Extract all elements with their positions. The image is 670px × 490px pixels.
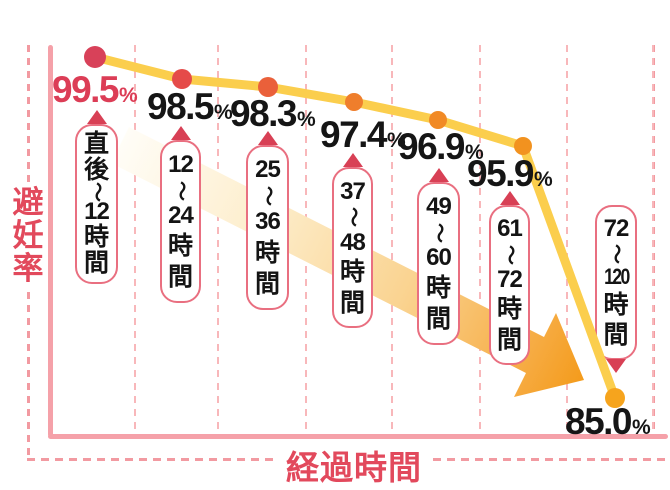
data-point-dot <box>514 137 532 155</box>
time-range-text: 48 <box>340 228 366 256</box>
data-point-dot <box>429 111 447 129</box>
time-range-text: 間 <box>496 325 522 354</box>
time-range-text: 後 <box>83 155 109 184</box>
percentage-label: 95.9% <box>467 155 553 192</box>
percentage-value: 98.3 <box>230 93 298 134</box>
percentage-value: 95.9 <box>467 153 535 194</box>
percentage-value: 96.9 <box>398 126 466 167</box>
gridline <box>566 45 568 437</box>
time-range-pill: 72 ～ 120 時間 <box>595 205 637 360</box>
time-range-text: 60 <box>426 244 452 272</box>
time-range-text: 時 <box>83 223 109 252</box>
time-range-text: 72 <box>497 265 523 293</box>
percent-sign: % <box>632 416 651 439</box>
percentage-label: 99.5% <box>52 71 138 108</box>
time-range-text: 時 <box>167 232 193 261</box>
gridline <box>652 45 654 437</box>
percentage-label: 96.9% <box>398 128 484 165</box>
time-range-text: 37 <box>340 177 366 205</box>
time-range-text: 間 <box>425 305 451 334</box>
time-range-text: 時 <box>603 291 629 320</box>
data-point-dot <box>172 69 192 89</box>
time-range-text: 72 <box>603 214 630 242</box>
time-range-text: 時 <box>496 295 522 324</box>
time-range-text: 間 <box>603 321 629 350</box>
percentage-value: 85.0 <box>565 401 633 442</box>
percent-sign: % <box>387 129 406 152</box>
percent-sign: % <box>214 101 233 124</box>
time-range-pill: 37 ～ 48 時間 <box>332 167 373 328</box>
x-axis-line <box>48 434 668 439</box>
pointer-triangle-up <box>428 168 449 182</box>
pointer-triangle-up <box>342 153 363 167</box>
time-range-pill: 25 ～ 36 時間 <box>246 145 289 310</box>
time-range-text: 12 <box>168 150 194 178</box>
percentage-value: 97.4 <box>320 114 388 155</box>
time-range-text: 間 <box>339 288 365 317</box>
data-point-dot <box>345 93 363 111</box>
time-range-text: 時 <box>339 258 365 286</box>
time-range-text: 49 <box>426 192 452 220</box>
gridline <box>391 45 393 437</box>
time-range-text: 36 <box>255 208 281 236</box>
time-range-text: 間 <box>167 263 193 292</box>
time-range-text: 120 <box>603 264 630 290</box>
percentage-label: 98.3% <box>230 95 316 132</box>
pointer-triangle-up <box>170 126 191 140</box>
percentage-label: 85.0% <box>565 403 651 440</box>
time-range-text: 61 <box>497 215 523 243</box>
percent-sign: % <box>534 168 553 191</box>
gridline <box>479 45 481 437</box>
data-point-dot <box>258 77 278 97</box>
percentage-label: 97.4% <box>320 116 406 153</box>
percent-sign: % <box>119 84 138 107</box>
time-range-pill: 49 ～ 60 時間 <box>417 182 460 345</box>
x-axis-title: 経過時間 <box>276 441 432 489</box>
time-range-pill: 直後～ 12 時間 <box>75 124 118 284</box>
gridline <box>134 45 136 437</box>
time-range-text: 25 <box>255 156 281 184</box>
time-range-pill: 61 ～ 72 時間 <box>489 205 530 365</box>
percentage-value: 99.5 <box>52 69 120 110</box>
percent-sign: % <box>465 141 484 164</box>
pointer-triangle-up <box>499 191 520 205</box>
time-range-text: 24 <box>168 202 194 230</box>
gridline <box>217 45 219 437</box>
data-point-dot <box>605 388 625 408</box>
percentage-label: 98.5% <box>147 88 233 125</box>
time-range-text: 12 <box>84 198 110 226</box>
time-range-text: 間 <box>83 249 109 278</box>
y-axis-title: 避妊率 <box>9 182 47 292</box>
time-range-text: 時 <box>425 274 451 303</box>
data-point-dot <box>84 46 106 68</box>
pointer-triangle-up <box>257 131 278 145</box>
pointer-triangle-up <box>86 110 107 124</box>
time-range-text: 時 <box>254 238 280 267</box>
percentage-value: 98.5 <box>147 86 215 127</box>
y-axis-line <box>48 45 53 437</box>
time-range-text: 直 <box>83 129 109 158</box>
time-range-pill: 12 ～ 24 時間 <box>160 140 201 303</box>
percent-sign: % <box>297 108 316 131</box>
time-range-text: 間 <box>254 269 280 298</box>
pointer-triangle-down <box>606 359 626 373</box>
